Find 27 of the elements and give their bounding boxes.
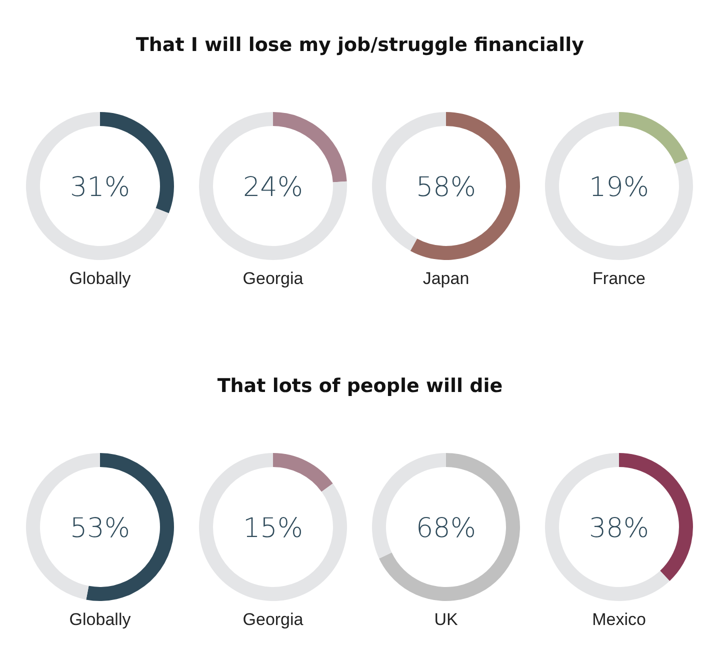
text: Georgia xyxy=(242,269,304,288)
text: Globally xyxy=(69,269,132,288)
text: 19% xyxy=(588,172,650,203)
text: 31% xyxy=(70,172,130,203)
donut-slice xyxy=(545,453,670,601)
text: Japan xyxy=(422,269,470,288)
text: 38% xyxy=(588,513,650,544)
text: Georgia xyxy=(242,610,304,629)
donut-slice xyxy=(273,453,333,492)
donut-slice xyxy=(26,112,169,260)
donut-slice xyxy=(199,112,347,260)
text: 15% xyxy=(242,513,304,544)
text: 58% xyxy=(416,172,476,203)
donut-slice xyxy=(379,453,520,601)
text: That I will lose my job/struggle financially xyxy=(136,34,585,56)
donut-slice xyxy=(410,112,520,260)
text: 53% xyxy=(70,513,130,544)
text: Mexico xyxy=(592,610,646,629)
donut-slice xyxy=(619,112,688,164)
text: UK xyxy=(434,610,458,629)
donut-slice xyxy=(545,112,693,260)
donut-slice xyxy=(199,453,347,601)
text: That lots of people will die xyxy=(217,375,503,397)
text: France xyxy=(592,269,646,288)
text: 24% xyxy=(242,172,304,203)
text: Globally xyxy=(69,610,132,629)
text: 68% xyxy=(416,513,476,544)
